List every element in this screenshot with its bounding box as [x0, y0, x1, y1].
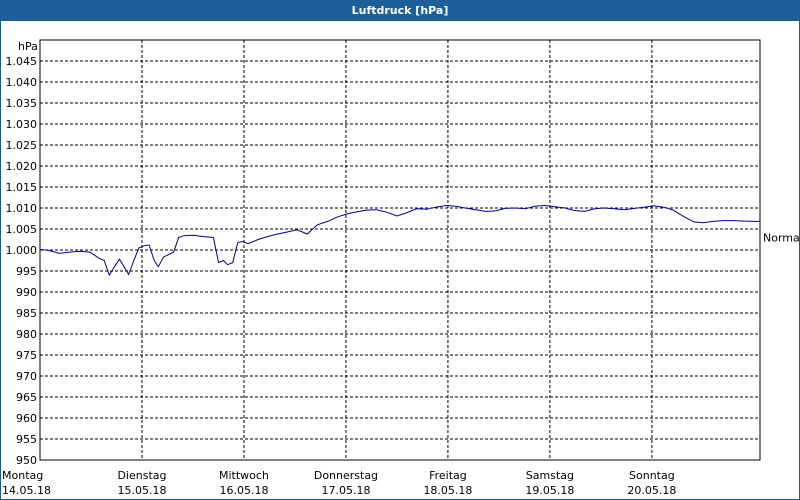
- y-tick-label: 960: [16, 412, 37, 425]
- y-tick-label: 970: [16, 370, 37, 383]
- y-tick-label: 1.035: [6, 97, 38, 110]
- y-tick-label: 950: [16, 454, 37, 467]
- x-tick-day: Montag: [2, 469, 43, 482]
- y-tick-label: 975: [16, 349, 37, 362]
- normal-label: Normal: [763, 231, 800, 244]
- x-tick-day: Donnerstag: [314, 469, 378, 482]
- y-tick-label: 1.020: [6, 160, 38, 173]
- y-tick-label: 1.010: [6, 202, 38, 215]
- x-tick-day: Mittwoch: [219, 469, 269, 482]
- y-tick-label: 1.040: [6, 76, 38, 89]
- y-tick-label: 955: [16, 433, 37, 446]
- x-tick-date: 14.05.18: [2, 484, 51, 497]
- y-axis-label: hPa: [18, 40, 38, 53]
- x-tick-day: Dienstag: [117, 469, 166, 482]
- x-tick-date: 18.05.18: [423, 484, 472, 497]
- x-tick-day: Freitag: [429, 469, 467, 482]
- chart-title: Luftdruck [hPa]: [0, 0, 800, 21]
- x-tick-day: Sonntag: [629, 469, 675, 482]
- y-tick-label: 1.045: [6, 55, 38, 68]
- y-tick-label: 995: [16, 265, 37, 278]
- y-tick-label: 1.025: [6, 139, 38, 152]
- x-tick-date: 16.05.18: [219, 484, 268, 497]
- x-tick-labels: Montag 14.05.18 Dienstag 15.05.18 Mittwoch 16…: [2, 469, 676, 497]
- y-tick-label: 1.015: [6, 181, 38, 194]
- plot-area-border: [39, 39, 761, 461]
- grid-lines: [40, 40, 760, 460]
- y-tick-label: 965: [16, 391, 37, 404]
- x-tick-date: 15.05.18: [117, 484, 166, 497]
- y-tick-label: 980: [16, 328, 37, 341]
- pressure-line: [39, 204, 760, 277]
- y-tick-label: 1.005: [6, 223, 38, 236]
- y-tick-label: 985: [16, 307, 37, 320]
- y-tick-label: 1.000: [6, 244, 38, 257]
- y-tick-labels: 950 955 960 965 970 975 980 985 990 995 1.000 1.005…: [6, 55, 38, 467]
- x-tick-date: 19.05.18: [525, 484, 574, 497]
- y-tick-label: 1.030: [6, 118, 38, 131]
- x-tick-date: 20.05.18: [627, 484, 676, 497]
- x-tick-day: Samstag: [526, 469, 574, 482]
- x-tick-date: 17.05.18: [321, 484, 370, 497]
- y-tick-label: 990: [16, 286, 37, 299]
